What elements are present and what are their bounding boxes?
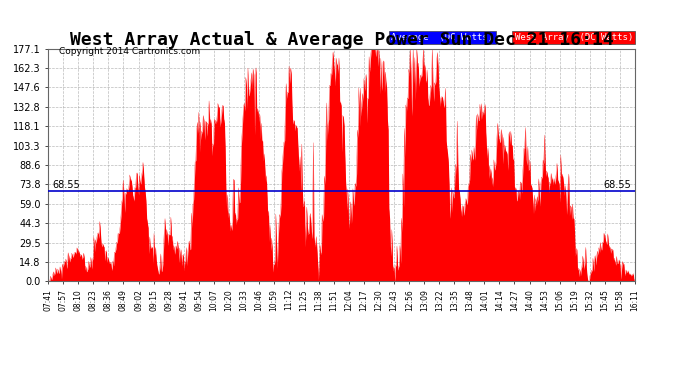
Text: West Array  (DC Watts): West Array (DC Watts) <box>515 33 633 42</box>
Text: 68.55: 68.55 <box>52 180 80 190</box>
Text: 68.55: 68.55 <box>603 180 631 190</box>
Title: West Array Actual & Average Power Sun Dec 21 16:14: West Array Actual & Average Power Sun De… <box>70 31 613 49</box>
Text: Copyright 2014 Cartronics.com: Copyright 2014 Cartronics.com <box>59 47 200 56</box>
Text: Average  (DC Watts): Average (DC Watts) <box>391 33 493 42</box>
